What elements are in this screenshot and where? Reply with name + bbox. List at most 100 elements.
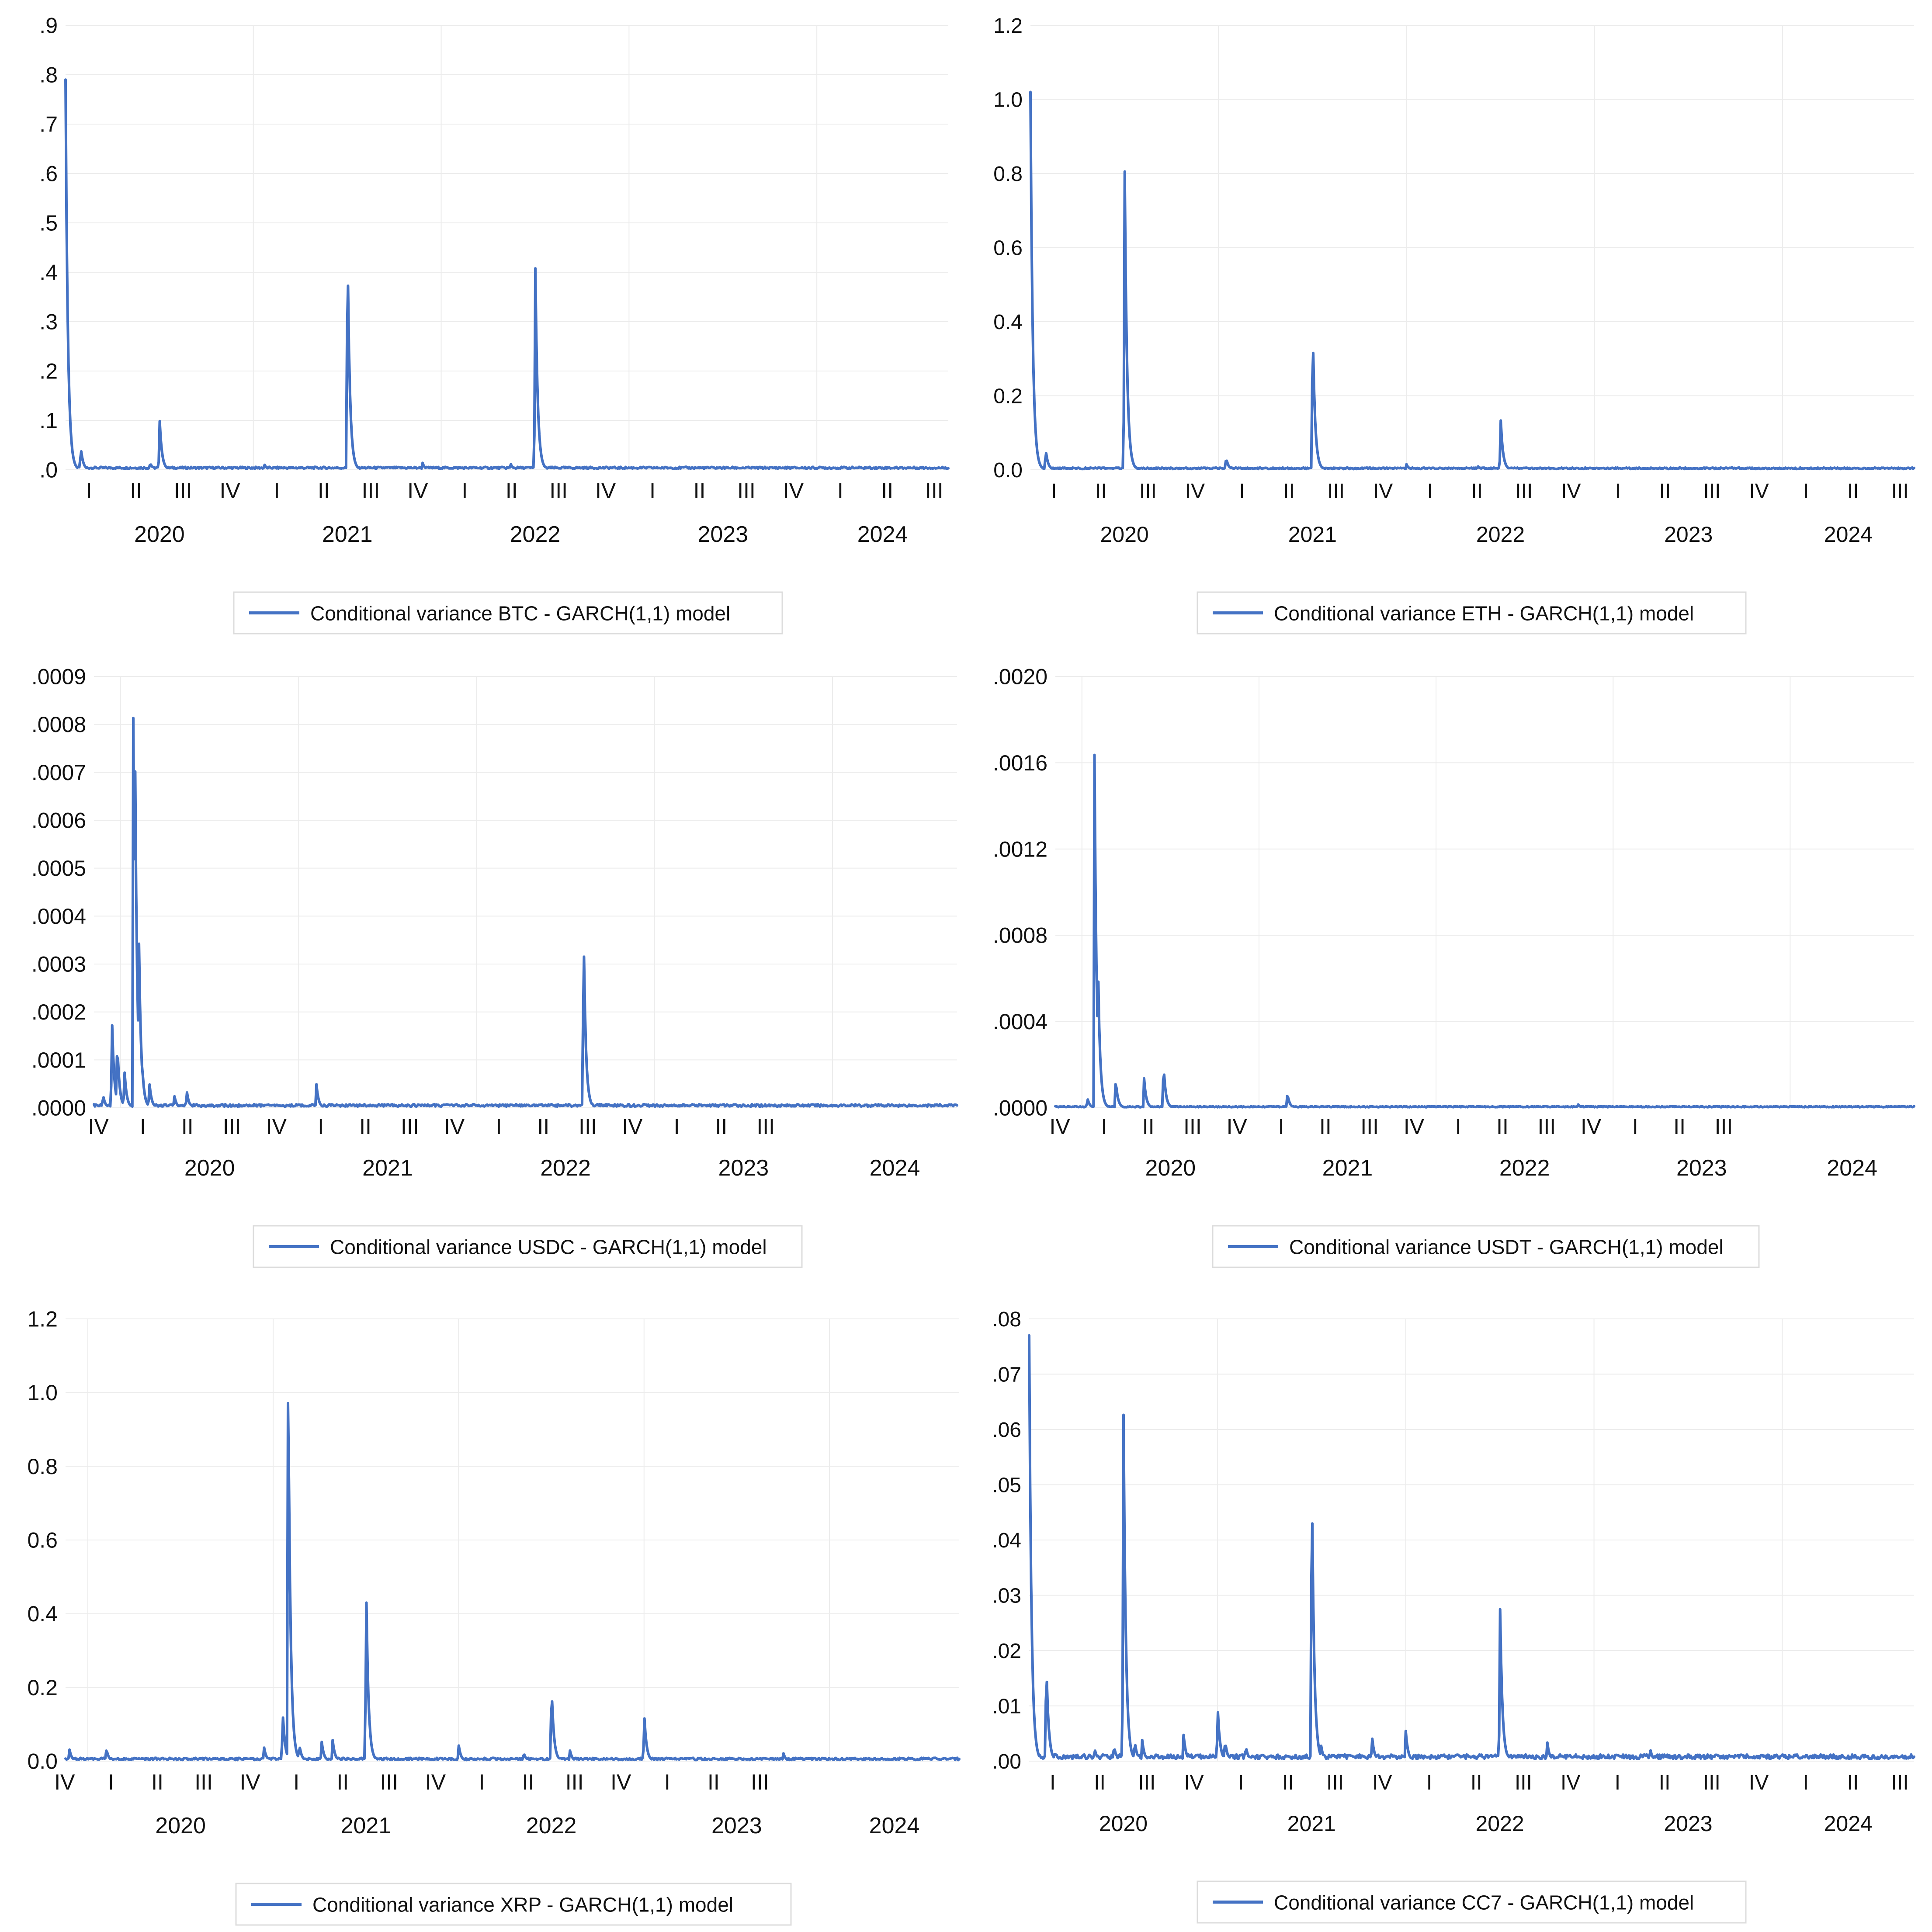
x-year-label: 2021 — [1322, 1155, 1373, 1181]
x-quarter-label: III — [194, 1770, 213, 1794]
x-quarter-label: II — [151, 1770, 163, 1794]
x-quarter-label: III — [756, 1114, 775, 1139]
legend-usdc: Conditional variance USDC - GARCH(1,1) m… — [253, 1225, 803, 1268]
x-quarter-label: IV — [1185, 480, 1205, 503]
y-tick-label: .0012 — [993, 837, 1048, 861]
x-quarter-label: I — [479, 1770, 485, 1794]
x-quarter-label: I — [1803, 480, 1809, 503]
legend-box — [235, 1883, 792, 1926]
y-tick-label: 0.0 — [993, 459, 1023, 482]
x-quarter-label: III — [362, 479, 380, 503]
x-quarter-label: I — [664, 1770, 670, 1794]
x-quarter-label: IV — [610, 1770, 631, 1794]
series-line-eth — [1029, 90, 1915, 471]
x-quarter-label: III — [1326, 1771, 1344, 1794]
x-quarter-label: I — [674, 1114, 680, 1139]
y-tick-label: .0006 — [31, 808, 86, 833]
legend-label: Conditional variance ETH - GARCH(1,1) mo… — [1274, 602, 1694, 625]
x-quarter-label: I — [1051, 480, 1057, 503]
y-tick-label: 0.6 — [993, 236, 1023, 260]
x-quarter-label: II — [1095, 480, 1107, 503]
x-quarter-label: II — [1496, 1114, 1509, 1139]
x-quarter-label: III — [1360, 1114, 1379, 1139]
chart-btc: .0.1.2.3.4.5.6.7.8.9I II III IV I II III IV I II I… — [39, 14, 950, 635]
x-year-label: 2023 — [718, 1155, 769, 1181]
legend-box — [1212, 1225, 1760, 1268]
y-tick-label: .03 — [992, 1584, 1021, 1607]
series-line-xrp — [64, 1402, 961, 1762]
x-year-label: 2023 — [711, 1813, 762, 1838]
legend-usdt: Conditional variance USDT - GARCH(1,1) m… — [1212, 1225, 1760, 1268]
x-year-label: 2023 — [1676, 1155, 1727, 1181]
x-quarter-label: I — [1278, 1114, 1284, 1139]
legend-box — [253, 1225, 803, 1268]
legend-btc: Conditional variance BTC - GARCH(1,1) mo… — [233, 591, 783, 635]
x-quarter-label: III — [565, 1770, 584, 1794]
x-quarter-label: II — [1673, 1114, 1686, 1139]
x-quarter-label: IV — [1050, 1114, 1071, 1139]
x-quarter-label: IV — [88, 1114, 109, 1139]
x-quarter-label: III — [1515, 480, 1533, 503]
legend-label: Conditional variance BTC - GARCH(1,1) mo… — [310, 602, 730, 625]
x-year-label: 2022 — [1476, 1811, 1524, 1836]
x-quarter-label: II — [1659, 480, 1671, 503]
y-tick-label: .05 — [992, 1474, 1021, 1497]
y-tick-label: 0.2 — [993, 385, 1023, 408]
y-tick-label: .07 — [992, 1363, 1021, 1386]
chart-usdc: .0000 .0001 .0002 .0003 .0004 .0005 .0006 .0007… — [31, 665, 958, 1268]
x-quarter-label: IV — [1561, 480, 1581, 503]
legend-box — [1197, 1880, 1747, 1924]
y-tick-label: 1.2 — [27, 1307, 58, 1332]
x-year-label: 2022 — [1476, 522, 1525, 547]
x-quarter-label: III — [1327, 480, 1345, 503]
series-line-usdc — [93, 717, 958, 1108]
y-tick-label: .9 — [39, 14, 58, 38]
x-quarter-label: III — [737, 479, 756, 503]
x-quarter-label: III — [1183, 1114, 1202, 1139]
x-quarter-label: IV — [1373, 480, 1393, 503]
x-quarter-label: III — [1515, 1771, 1532, 1794]
x-quarter-label: I — [318, 1114, 324, 1139]
x-quarter-label: II — [708, 1770, 720, 1794]
y-tick-label: .0007 — [31, 760, 86, 785]
x-quarter-label: I — [293, 1770, 299, 1794]
x-quarter-label: I — [1050, 1771, 1055, 1794]
y-tick-label: .0002 — [31, 1000, 86, 1024]
x-year-label: 2024 — [1827, 1155, 1877, 1181]
x-quarter-label: I — [1615, 1771, 1620, 1794]
series-line-cc7 — [1028, 1334, 1915, 1760]
x-quarter-label: II — [359, 1114, 371, 1139]
x-quarter-label: III — [751, 1770, 769, 1794]
x-quarter-label: III — [1715, 1114, 1733, 1139]
x-quarter-label: IV — [240, 1770, 261, 1794]
y-tick-label: 0.2 — [27, 1675, 58, 1700]
x-year-label: 2024 — [870, 1155, 920, 1181]
x-quarter-label: I — [1632, 1114, 1638, 1139]
x-year-label: 2023 — [1664, 522, 1713, 547]
x-quarter-label: I — [1455, 1114, 1461, 1139]
x-quarter-label: I — [274, 479, 280, 503]
x-quarter-label: III — [1139, 480, 1157, 503]
x-year-label: 2023 — [1664, 1811, 1712, 1836]
y-tick-label: .0000 — [993, 1096, 1048, 1120]
x-quarter-label: III — [174, 479, 192, 503]
y-tick-label: .06 — [992, 1419, 1021, 1442]
x-year-label: 2024 — [869, 1813, 920, 1838]
x-quarter-label: II — [1094, 1771, 1106, 1794]
y-tick-label: .0 — [39, 458, 58, 482]
x-year-label: 2021 — [322, 522, 373, 547]
x-quarter-label: IV — [266, 1114, 287, 1139]
x-quarter-label: I — [86, 479, 92, 503]
y-tick-label: .2 — [39, 359, 58, 384]
x-quarter-label: I — [1426, 1771, 1432, 1794]
x-quarter-label: II — [694, 479, 706, 503]
x-quarter-label: I — [140, 1114, 146, 1139]
x-year-label: 2020 — [155, 1813, 206, 1838]
x-quarter-label: II — [506, 479, 518, 503]
x-quarter-label: I — [1238, 1771, 1244, 1794]
x-quarter-label: I — [1239, 480, 1245, 503]
x-quarter-label: IV — [1372, 1771, 1392, 1794]
series-line-btc — [64, 78, 950, 470]
y-tick-label: .02 — [992, 1640, 1021, 1663]
legend-label: Conditional variance USDT - GARCH(1,1) m… — [1289, 1236, 1724, 1259]
